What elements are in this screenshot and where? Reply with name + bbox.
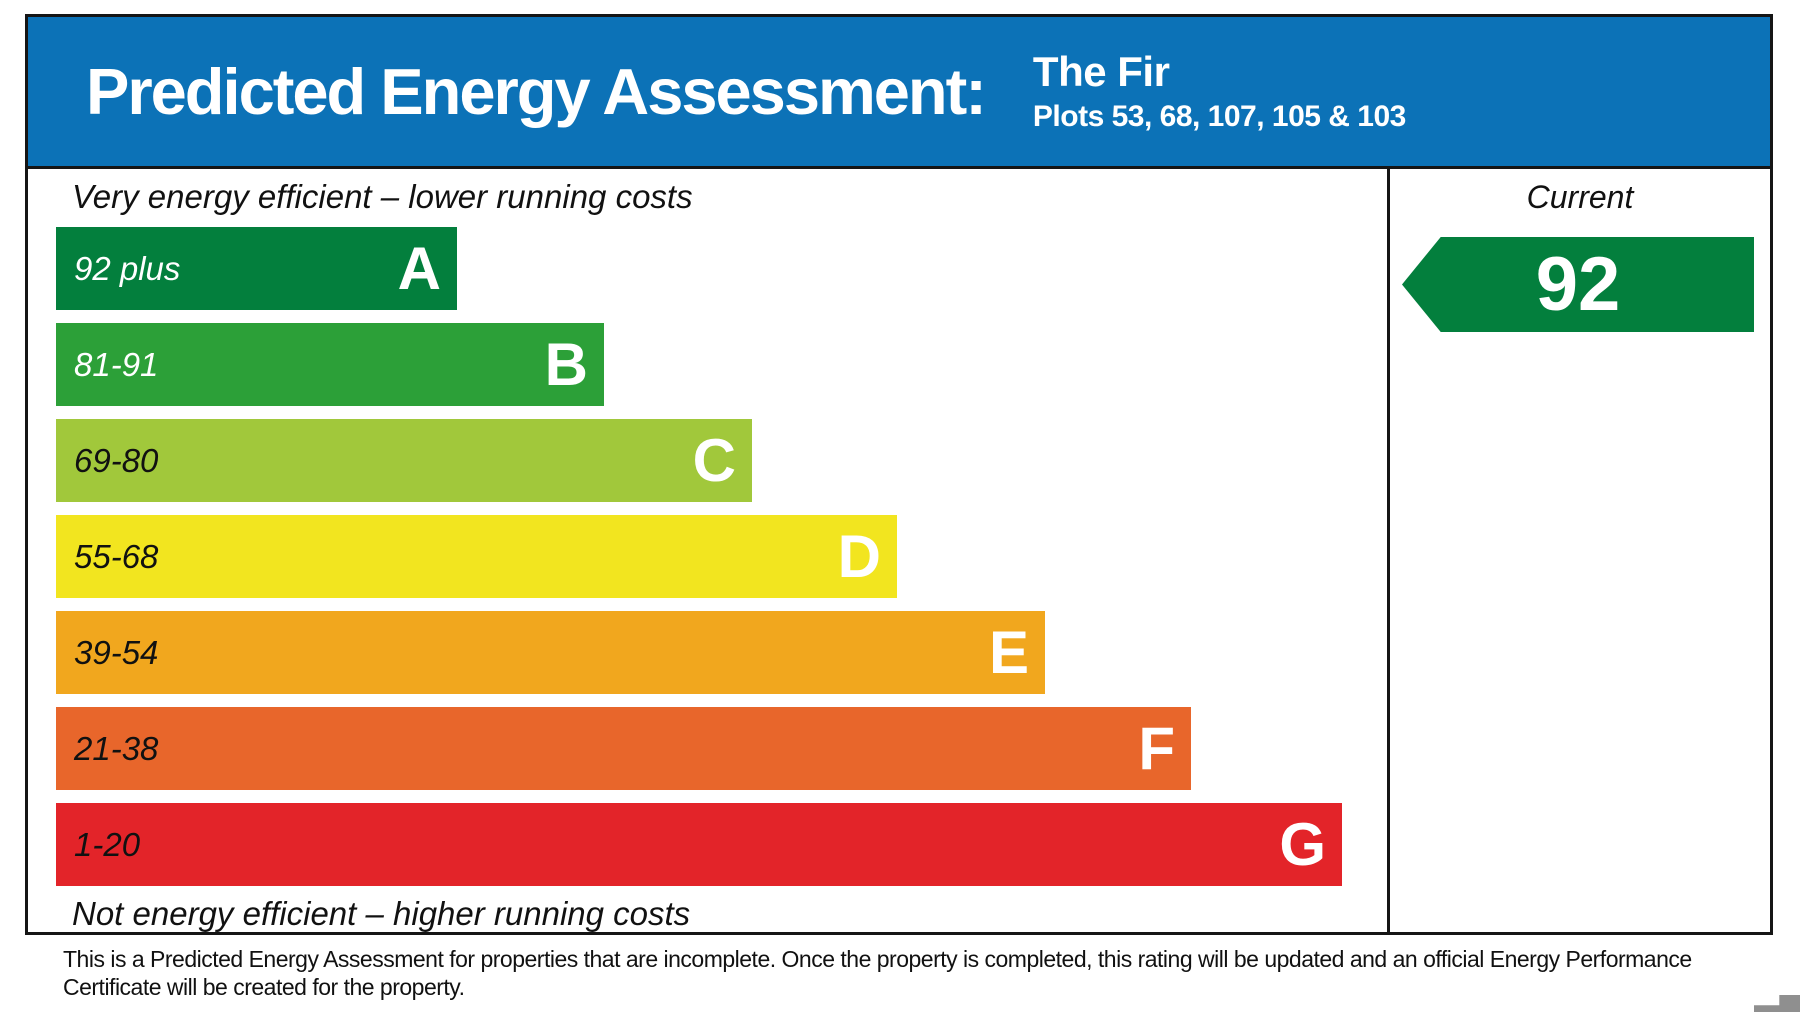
band-range-label: 1-20 — [74, 825, 141, 863]
band-range-label: 69-80 — [74, 441, 159, 479]
current-rating-value: 92 — [1535, 242, 1621, 327]
property-name: The Fir — [1032, 48, 1170, 96]
epc-band-row-g: 1-20 G — [56, 803, 1342, 886]
epc-frame: Predicted Energy Assessment: The Fir Plo… — [25, 14, 1773, 935]
rating-ladder-panel: Very energy efficient – lower running co… — [28, 169, 1387, 935]
top-caption: Very energy efficient – lower running co… — [72, 178, 693, 215]
chart-body: Very energy efficient – lower running co… — [28, 169, 1770, 935]
band-range-label: 92 plus — [74, 249, 181, 287]
plots-line: Plots 53, 68, 107, 105 & 103 — [1032, 99, 1406, 133]
current-header: Current — [1526, 179, 1634, 215]
band-letter: F — [1138, 714, 1175, 782]
band-range-label: 55-68 — [74, 537, 159, 575]
band-range-label: 21-38 — [74, 729, 159, 767]
band-range-label: 81-91 — [74, 345, 159, 383]
epc-band-row-d: 55-68 D — [56, 515, 897, 598]
rating-ladder: 92 plus A 81-91 B 69-80 C 55-68 D 39-54 E 21-38 F 1-… — [56, 227, 1387, 886]
epc-band-row-b: 81-91 B — [56, 323, 604, 406]
band-letter: D — [837, 522, 881, 590]
current-column: Current 92 — [1387, 169, 1770, 935]
bottom-caption: Not energy efficient – higher running co… — [72, 895, 691, 932]
epc-band-row-f: 21-38 F — [56, 707, 1191, 790]
epc-band-row-a: 92 plus A — [56, 227, 457, 310]
header-bar: Predicted Energy Assessment: The Fir Plo… — [28, 17, 1770, 169]
page-title: Predicted Energy Assessment: — [86, 55, 987, 128]
footer-note: This is a Predicted Energy Assessment fo… — [63, 946, 1692, 1000]
band-letter: B — [544, 330, 588, 398]
property-block: The Fir Plots 53, 68, 107, 105 & 103 — [1033, 49, 1406, 133]
band-letter: A — [397, 234, 441, 302]
band-letter: E — [988, 618, 1029, 686]
band-letter: G — [1279, 810, 1326, 878]
current-rating-badge: 92 — [1402, 237, 1754, 332]
band-range-label: 39-54 — [74, 633, 159, 671]
epc-band-row-e: 39-54 E — [56, 611, 1045, 694]
epc-band-row-c: 69-80 C — [56, 419, 752, 502]
band-letter: C — [692, 426, 736, 494]
